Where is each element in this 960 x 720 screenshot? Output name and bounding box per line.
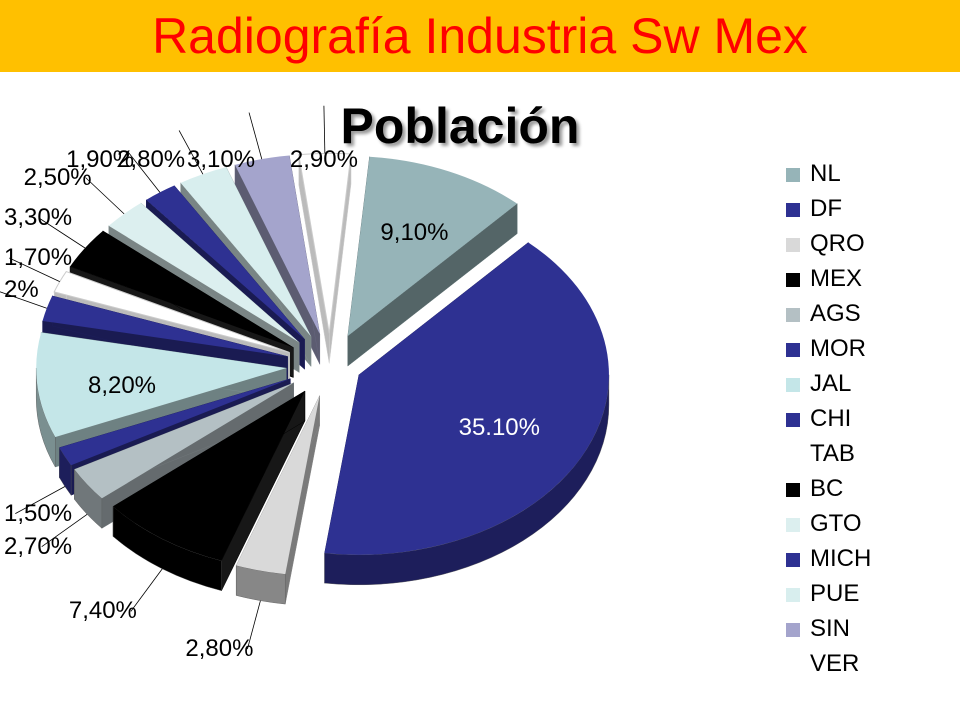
legend-label-chi: CHI (810, 405, 852, 432)
data-label-df: 35.10% (458, 414, 540, 442)
data-label-mex: 7,40% (68, 597, 137, 625)
pie-slice-tops (36, 152, 609, 575)
legend-swatch-nl (786, 168, 800, 182)
pie-slice-qro (236, 395, 320, 575)
legend-swatch-mich (786, 553, 800, 567)
pie-slice-sin (234, 155, 320, 335)
pie-slice-gto (108, 203, 300, 343)
banner-title: Radiografía Industria Sw Mex (152, 8, 808, 64)
pie-slice-mor (59, 378, 291, 466)
legend-swatch-mex (786, 273, 800, 287)
legend-label-tab: TAB (810, 440, 855, 467)
title-banner: Radiografía Industria Sw Mex (0, 0, 960, 72)
data-label-qro: 2,80% (185, 635, 254, 663)
legend-swatch-chi (786, 413, 800, 427)
legend-label-sin: SIN (810, 615, 851, 642)
pie-slice-mich (146, 185, 305, 340)
data-label-tab: 1,70% (4, 243, 73, 271)
leader-line-chi (0, 291, 47, 309)
legend-swatch-tab (786, 448, 800, 462)
leader-line-mex (130, 568, 163, 612)
leader-line-ags (41, 513, 88, 547)
data-label-ver: 2,90% (289, 146, 358, 173)
legend-swatch-mor (786, 343, 800, 357)
data-label-pue: 2,80% (117, 146, 186, 173)
leader-line-pue (178, 130, 204, 175)
data-label-chi: 2% (4, 275, 39, 303)
leader-line-sin (248, 112, 263, 160)
legend-label-ags: AGS (810, 300, 861, 327)
pie-slice-bc (70, 230, 294, 348)
leader-line-tab (9, 257, 60, 282)
chart-title: Población (340, 98, 580, 154)
pie-slice-ver (298, 152, 352, 334)
legend-swatch-bc (786, 483, 800, 497)
legend-swatch-ver (786, 658, 800, 672)
pie-slice-chi (42, 295, 288, 357)
pie-slice-ags (74, 382, 294, 499)
legend-swatch-pue (786, 588, 800, 602)
legend-label-mich: MICH (810, 545, 872, 572)
legend-swatch-sin (786, 623, 800, 637)
legend-label-bc: BC (810, 475, 844, 502)
leader-line-mich (127, 151, 161, 193)
legend-swatch-qro (786, 238, 800, 252)
leader-line-mor (15, 486, 66, 515)
legend-label-mor: MOR (810, 335, 866, 362)
data-label-nl: 9,10% (380, 219, 449, 247)
pie-slice-pue (180, 167, 311, 337)
pie-slice-df (324, 242, 609, 555)
pie-slice-nl (347, 156, 518, 337)
legend-label-nl: NL (810, 160, 841, 187)
data-label-jal: 8,20% (87, 371, 157, 399)
data-label-gto: 2,50% (23, 163, 92, 191)
data-label-ags: 2,70% (4, 532, 73, 560)
legend-label-pue: PUE (810, 580, 860, 607)
legend-label-ver: VER (810, 650, 860, 677)
data-label-sin: 3,10% (187, 146, 256, 173)
leader-line-gto (85, 177, 125, 215)
legend-label-mex: MEX (810, 265, 863, 292)
data-label-mor: 1,50% (4, 499, 73, 527)
pie-slice-jal (36, 332, 287, 437)
legend-label-df: DF (810, 195, 842, 222)
legend-swatch-jal (786, 378, 800, 392)
legend-swatch-ags (786, 308, 800, 322)
data-label-bc: 3,30% (4, 204, 73, 232)
legend-swatch-df (786, 203, 800, 217)
legend-label-jal: JAL (810, 370, 852, 397)
legend-label-qro: QRO (810, 230, 865, 257)
legend-label-gto: GTO (810, 510, 862, 537)
leader-line-ver (323, 105, 326, 154)
pie-slice-mex (113, 391, 305, 561)
leader-line-qro (247, 600, 261, 650)
data-label-mich: 1,90% (66, 146, 135, 173)
leader-line-bc (38, 217, 86, 249)
label-leader-lines (0, 105, 326, 650)
legend-swatch-gto (786, 518, 800, 532)
